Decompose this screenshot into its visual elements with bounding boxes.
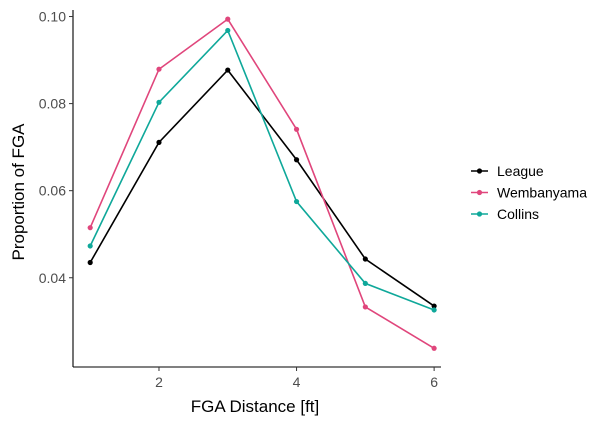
x-axis-title: FGA Distance [ft]	[191, 397, 320, 416]
data-point-league	[87, 259, 93, 266]
ticks: 2 4 6 0.04 0.06 0.08 0.10	[39, 9, 438, 390]
data-point-wembanyama	[362, 304, 368, 310]
legend-label-collins: Collins	[497, 206, 539, 222]
legend: League Wembanyama Collins	[471, 163, 587, 222]
data-point-collins	[362, 280, 368, 287]
data-point-league	[431, 303, 437, 309]
data-point-collins	[156, 99, 162, 105]
axes	[72, 10, 441, 368]
data-point-wembanyama	[431, 345, 437, 351]
legend-key-point-league	[476, 168, 483, 174]
data-point-wembanyama	[225, 16, 231, 22]
series-line-collins	[89, 29, 435, 311]
y-tick-label: 0.08	[39, 96, 66, 112]
data-point-collins	[87, 243, 93, 249]
legend-label-wembanyama: Wembanyama	[497, 185, 587, 201]
series-line-wembanyama	[89, 17, 435, 349]
x-tick-label: 2	[155, 374, 163, 390]
legend-key-point-collins	[476, 211, 483, 217]
y-tick-label: 0.06	[39, 183, 66, 199]
x-tick-label: 6	[430, 374, 438, 390]
y-tick-label: 0.10	[39, 9, 66, 25]
data-point-collins	[431, 307, 437, 313]
data-point-league	[156, 139, 162, 145]
data-point-wembanyama	[87, 225, 93, 231]
y-axis-title: Proportion of FGA	[9, 123, 28, 261]
data-point-collins	[225, 27, 231, 34]
series-line-league	[89, 68, 435, 307]
data-point-wembanyama	[156, 66, 162, 72]
x-tick-label: 4	[293, 374, 301, 390]
legend-label-league: League	[497, 163, 544, 179]
data-point-league	[293, 157, 300, 163]
data-point-league	[225, 67, 231, 73]
legend-key-point-wembanyama	[476, 189, 483, 196]
data-point-league	[362, 256, 368, 262]
series-group	[87, 16, 437, 351]
data-point-wembanyama	[293, 126, 300, 132]
data-point-collins	[293, 198, 300, 205]
y-tick-label: 0.04	[39, 270, 66, 286]
